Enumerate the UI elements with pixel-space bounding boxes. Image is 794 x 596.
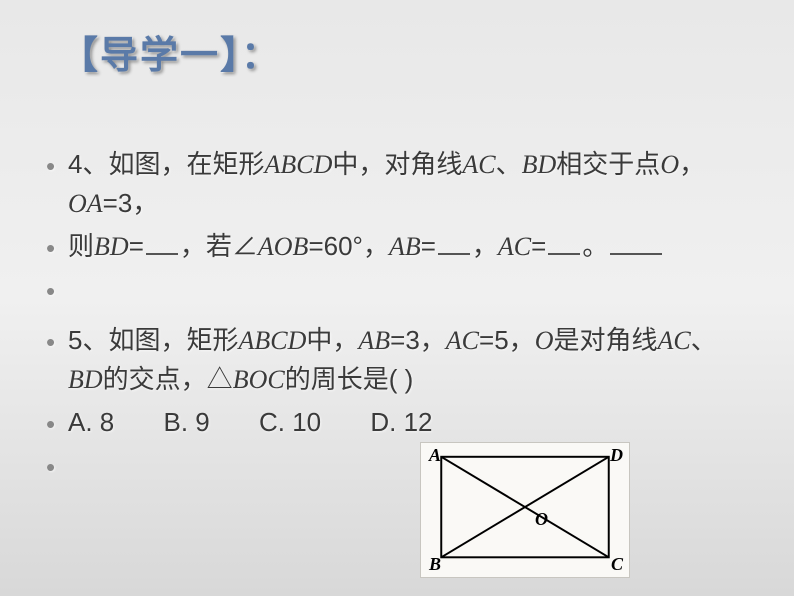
text: 的周长是( ) [285,364,414,394]
choice-c: C. 10 [259,407,321,437]
var-ac: AC [657,326,690,355]
empty-bullet-1 [46,270,748,309]
text: 则 [68,231,94,261]
text: 是对角线 [553,325,657,355]
text: 、 [691,325,717,355]
var-ac: AC [462,150,495,179]
label-d: D [610,445,623,466]
var-aob: AOB [258,232,309,261]
choice-a: A. 8 [68,407,114,437]
blank-3 [548,235,580,255]
content-area: 4、如图，在矩形ABCD中，对角线AC、BD相交于点O，OA=3， 则BD=，若… [46,145,748,489]
var-ac: AC [498,232,531,261]
section-title: 【导学一】： [60,24,281,79]
var-ab: AB [358,326,390,355]
label-b: B [429,554,441,575]
text: = [129,231,144,261]
var-oa: OA [68,189,103,218]
empty-bullet-2 [46,446,748,485]
choice-b: B. 9 [163,407,209,437]
rectangle-diagram: A D B C O [420,442,630,578]
q4-line1: 4、如图，在矩形ABCD中，对角线AC、BD相交于点O， OA=3， [46,145,748,223]
text: ， [472,231,498,261]
var-boc: BOC [233,365,285,394]
diagram-svg [421,443,629,577]
text: =5， [479,325,535,355]
text: 5、如图，矩形 [68,325,238,355]
text: 中，对角线 [332,149,462,179]
blank-4 [610,235,662,255]
text: ， [679,149,705,179]
text: 。 [582,231,608,261]
text: =3， [103,188,159,218]
text: =3， [390,325,446,355]
label-a: A [429,445,441,466]
text: 中， [306,325,358,355]
var-o: O [535,326,554,355]
text: 、 [496,149,522,179]
var-bd: BD [68,365,103,394]
var-abcd: ABCD [264,150,332,179]
choice-d: D. 12 [370,407,432,437]
var-ab: AB [389,232,421,261]
label-c: C [611,554,623,575]
var-bd: BD [94,232,129,261]
text: = [421,231,436,261]
text: 4、如图，在矩形 [68,149,264,179]
text: 相交于点 [556,149,660,179]
var-abcd: ABCD [238,326,306,355]
q4-line2: 则BD=，若∠AOB=60°，AB=，AC=。 [46,227,748,266]
var-ac: AC [446,326,479,355]
text: =60°， [308,231,389,261]
q5-choices: A. 8 B. 9 C. 10 D. 12 [46,403,748,442]
var-bd: BD [522,150,557,179]
q5-line1: 5、如图，矩形ABCD中，AB=3，AC=5，O是对角线AC、BD的交点，△BO… [46,321,748,399]
text: 的交点，△ [103,364,233,394]
blank-2 [438,235,470,255]
blank-1 [146,235,178,255]
var-o: O [660,150,679,179]
label-o: O [535,509,548,530]
text: ，若∠ [180,231,258,261]
text: = [531,231,546,261]
